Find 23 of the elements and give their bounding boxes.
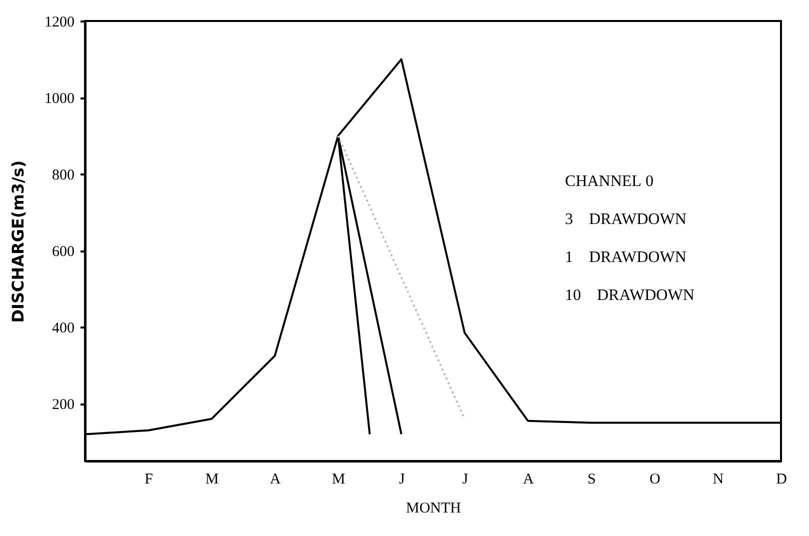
y-tick-label: 400 — [52, 320, 74, 337]
x-tick-label: D — [776, 472, 788, 488]
y-tick-label: 800 — [52, 168, 74, 184]
x-tick-label: S — [588, 472, 596, 488]
annotation: 1 DRAWDOWN — [565, 249, 687, 266]
x-tick-label: J — [398, 472, 405, 488]
x-tick-label: M — [332, 472, 346, 488]
annotation: CHANNEL 0 — [565, 173, 654, 190]
x-tick-label: N — [712, 472, 724, 488]
x-tick-label: O — [650, 472, 661, 488]
x-tick-label: J — [462, 472, 468, 488]
x-tick-label: F — [144, 472, 153, 488]
y-axis-title: DISCHARGE(m3/s) — [8, 160, 28, 323]
x-tick-label: A — [522, 472, 534, 488]
annotation: 3 DRAWDOWN — [565, 211, 687, 228]
x-tick-label: A — [270, 472, 281, 488]
x-tick-label: M — [205, 472, 219, 488]
y-tick-label: 1000 — [44, 91, 74, 108]
y-tick-label: 200 — [52, 397, 74, 414]
annotation: 10 DRAWDOWN — [565, 287, 695, 304]
y-tick-label: 600 — [52, 244, 74, 260]
x-axis-title: MONTH — [406, 500, 462, 516]
y-tick-label: 1200 — [44, 14, 74, 30]
